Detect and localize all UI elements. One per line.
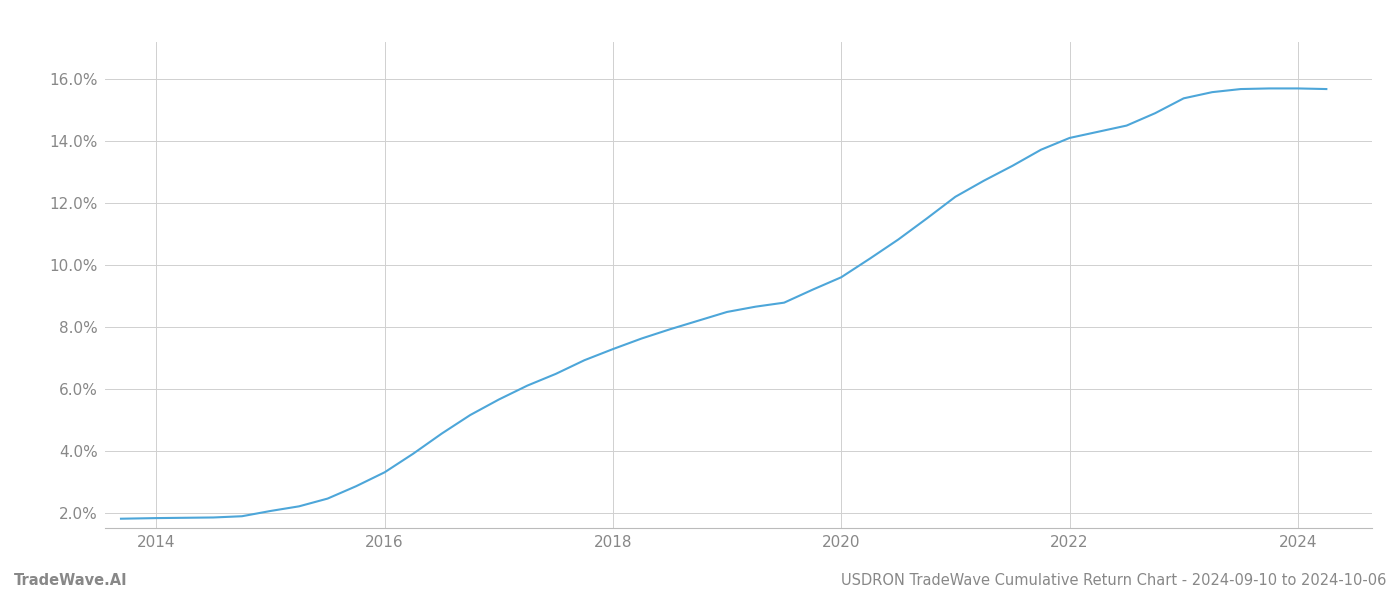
- Text: TradeWave.AI: TradeWave.AI: [14, 573, 127, 588]
- Text: USDRON TradeWave Cumulative Return Chart - 2024-09-10 to 2024-10-06: USDRON TradeWave Cumulative Return Chart…: [840, 573, 1386, 588]
